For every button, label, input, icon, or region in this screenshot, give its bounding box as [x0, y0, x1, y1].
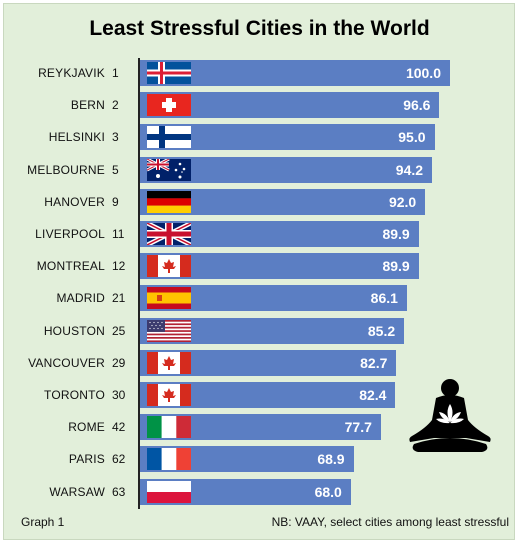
category-axis-line — [138, 58, 140, 509]
city-label: REYKJAVIK — [38, 66, 105, 80]
canada-flag-icon — [147, 255, 191, 278]
rank-label: 29 — [112, 355, 126, 370]
australia-flag-icon — [147, 158, 191, 181]
bar-row: TORONTO 30 82.4 — [0, 380, 519, 412]
data-label: 94.2 — [395, 161, 424, 178]
united-states-flag-icon — [147, 319, 191, 342]
bar-row: MADRID 21 86.1 — [0, 283, 519, 315]
data-label: 77.7 — [344, 419, 372, 436]
data-label: 68.9 — [317, 451, 345, 468]
rank-label: 25 — [112, 323, 126, 338]
canada-flag-icon — [147, 384, 191, 406]
bar-row: VANCOUVER 29 82.7 — [0, 348, 519, 380]
data-label: 85.2 — [367, 322, 396, 339]
finland-flag-icon — [147, 126, 191, 149]
meditating-person-lotus-icon — [409, 379, 491, 452]
spain-flag-icon — [147, 287, 191, 310]
rank-label: 42 — [112, 420, 126, 435]
canada-flag-icon — [147, 351, 191, 374]
rank-label: 62 — [112, 452, 126, 467]
city-label: HOUSTON — [43, 323, 105, 338]
bar-row: REYKJAVIK 1 100.0 — [0, 58, 519, 90]
city-label: HANOVER — [44, 194, 105, 209]
data-label: 89.9 — [382, 226, 410, 242]
germany-flag-icon — [147, 190, 191, 213]
bar-row: PARIS 62 68.9 — [0, 444, 519, 476]
city-label: PARIS — [68, 452, 105, 467]
iceland-flag-icon — [147, 62, 191, 84]
rank-label: 12 — [112, 259, 126, 274]
data-label: 95.0 — [398, 129, 426, 146]
bar-row: ROME 42 77.7 — [0, 412, 519, 444]
data-label: 92.0 — [388, 193, 417, 210]
bar-row: HELSINKI 3 95.0 — [0, 122, 519, 154]
city-label: LIVERPOOL — [35, 227, 105, 241]
rank-label: 3 — [112, 130, 119, 145]
data-label: 96.6 — [403, 97, 431, 114]
bar-row: LIVERPOOL 11 89.9 — [0, 219, 519, 251]
city-label: TORONTO — [44, 388, 105, 402]
bar-row: HANOVER 9 92.0 — [0, 187, 519, 219]
city-label: MONTREAL — [36, 259, 105, 274]
city-label: MELBOURNE — [27, 162, 105, 177]
city-label: MADRID — [56, 291, 105, 306]
rank-label: 11 — [112, 227, 125, 241]
rank-label: 63 — [112, 484, 126, 499]
data-label: 68.0 — [314, 483, 342, 500]
bar-row: MONTREAL 12 89.9 — [0, 251, 519, 283]
rank-label: 9 — [112, 194, 119, 209]
italy-flag-icon — [147, 416, 191, 439]
rank-label: 1 — [112, 66, 119, 80]
bar-row: WARSAW 63 68.0 — [0, 477, 519, 509]
poland-flag-icon — [147, 480, 191, 503]
bar-row: HOUSTON 25 85.2 — [0, 316, 519, 348]
bar-row: BERN 2 96.6 — [0, 90, 519, 122]
bar-row: MELBOURNE 5 94.2 — [0, 155, 519, 187]
united-kingdom-flag-icon — [147, 223, 191, 245]
bar — [140, 60, 450, 86]
chart-title: Least Stressful Cities in the World — [89, 17, 430, 40]
city-label: BERN — [70, 98, 105, 113]
data-label: 86.1 — [370, 290, 398, 307]
rank-label: 21 — [112, 291, 126, 306]
city-label: HELSINKI — [48, 130, 105, 145]
rank-label: 30 — [112, 388, 126, 402]
rank-label: 2 — [112, 98, 119, 113]
data-label: 89.9 — [382, 258, 410, 275]
city-label: ROME — [68, 420, 105, 435]
france-flag-icon — [147, 448, 191, 471]
switzerland-flag-icon — [147, 94, 191, 117]
footnote: NB: VAAY, select cities among least stre… — [271, 515, 509, 529]
data-label: 82.4 — [359, 387, 387, 403]
rank-label: 5 — [112, 162, 119, 177]
graph-number-label: Graph 1 — [21, 515, 65, 529]
data-label: 100.0 — [405, 65, 441, 81]
data-label: 82.7 — [360, 354, 388, 371]
city-label: WARSAW — [49, 484, 105, 499]
city-label: VANCOUVER — [28, 355, 105, 370]
